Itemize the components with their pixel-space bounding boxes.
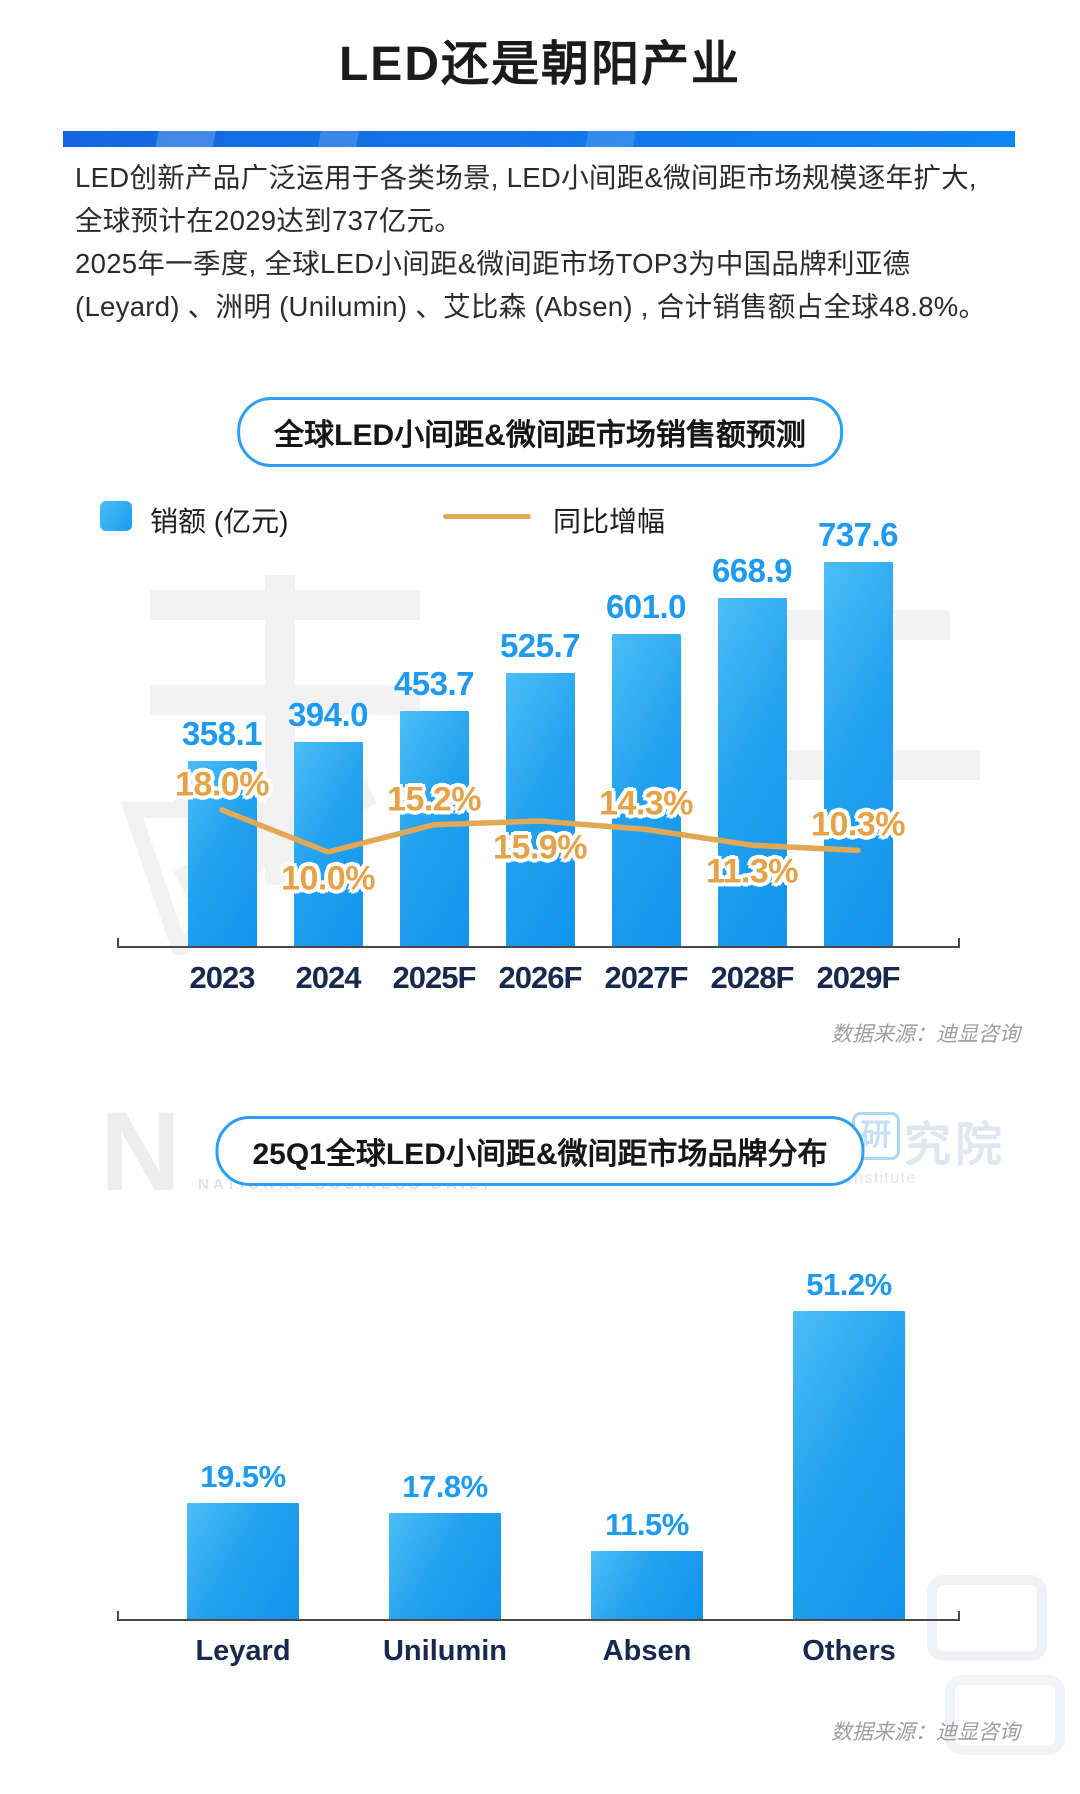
chart2-source: 数据来源：迪显咨询 (831, 1721, 1020, 1744)
bar-2026F (505, 673, 575, 948)
growth-pct-label: 15.9% (493, 828, 587, 867)
bar-Absen (591, 1551, 703, 1621)
legend-bar-label: 销额 (亿元) (150, 506, 289, 537)
nbd-logo-watermark: N (100, 1089, 181, 1214)
category-label: Leyard (195, 1635, 291, 1667)
growth-line (219, 807, 861, 855)
brand-share-chart: 19.5% 17.8% 11.5% 51.2% (100, 1267, 905, 1621)
bar-2023 (187, 761, 257, 948)
bar-value-label: 737.6 (817, 516, 899, 553)
intro-paragraph-2: 2025年一季度, 全球LED小间距&微间距市场TOP3为中国品牌利亚德 (Le… (75, 248, 987, 322)
bar-value-label: 668.9 (711, 552, 793, 589)
legend-line-label: 同比增幅 (553, 506, 666, 537)
share-value-label: 17.8% (402, 1469, 488, 1504)
bar-Leyard (187, 1503, 299, 1621)
growth-pct-label: 10.3% (811, 805, 905, 844)
chart1-source: 数据来源：迪显咨询 (831, 1023, 1020, 1046)
watermark-cn-text: 究院 (904, 1118, 1006, 1171)
share-value-label: 51.2% (806, 1267, 892, 1302)
intro-text: LED创新产品广泛运用于各类场景, LED小间距&微间距市场规模逐年扩大, 全球… (75, 156, 1007, 328)
category-label: 2026F (498, 960, 583, 995)
sales-forecast-chart: 358.1 394.0 453.7 525.7 601.0 668.9 737.6 18.0%… (100, 516, 905, 948)
category-label: 2028F (710, 960, 795, 995)
bar-value-label: 525.7 (499, 627, 581, 664)
intro-paragraph-1: LED创新产品广泛运用于各类场景, LED小间距&微间距市场规模逐年扩大, 全球… (75, 162, 977, 236)
legend-bar-swatch (100, 501, 132, 531)
chart1-title-pill: 全球LED小间距&微间距市场销售额预测 (237, 397, 843, 467)
bar-2029F (823, 562, 893, 948)
chart2-title: 25Q1全球LED小间距&微间距市场品牌分布 (252, 1138, 828, 1171)
category-label: Others (802, 1635, 896, 1667)
legend-line-swatch (443, 514, 531, 519)
watermark-glyphs-2 (927, 1575, 1065, 1755)
chart2-title-pill: 25Q1全球LED小间距&微间距市场品牌分布 (215, 1116, 865, 1186)
chart2-category-labels: Leyard Unilumin Absen Others (100, 1635, 895, 1675)
bar-value-label: 394.0 (287, 696, 369, 733)
category-label: 2023 (189, 960, 256, 995)
title-divider (63, 131, 1015, 147)
category-label: 2027F (604, 960, 689, 995)
growth-pct-label: 10.0% (281, 859, 375, 898)
bar-2027F (611, 634, 681, 948)
category-label: 2029F (816, 960, 901, 995)
chart1-title: 全球LED小间距&微间距市场销售额预测 (274, 419, 806, 452)
category-label: Absen (602, 1635, 692, 1667)
bar-Others (793, 1311, 905, 1621)
bar-Unilumin (389, 1513, 501, 1621)
bar-value-label: 453.7 (393, 665, 475, 702)
growth-pct-label: 14.3% (599, 784, 693, 823)
watermark-boxed-glyph: 研 (852, 1112, 900, 1160)
bar-value-label: 601.0 (605, 588, 687, 625)
chart2-x-axis (117, 1611, 960, 1621)
share-value-label: 11.5% (605, 1507, 689, 1542)
growth-pct-label: 18.0% (175, 765, 269, 804)
category-label: Unilumin (382, 1635, 508, 1667)
growth-pct-label: 15.2% (387, 780, 481, 819)
share-value-label: 19.5% (200, 1459, 286, 1494)
page-title: LED还是朝阳产业 (338, 38, 741, 91)
bar-2028F (717, 598, 787, 948)
chart1-x-axis (117, 938, 960, 948)
category-label: 2024 (295, 960, 362, 995)
growth-pct-label: 11.3% (705, 852, 799, 891)
chart1-category-labels: 2023 2024 2025F 2026F 2027F 2028F 2029F (100, 960, 901, 1000)
category-label: 2025F (392, 960, 477, 995)
bar-value-label: 358.1 (181, 715, 263, 752)
